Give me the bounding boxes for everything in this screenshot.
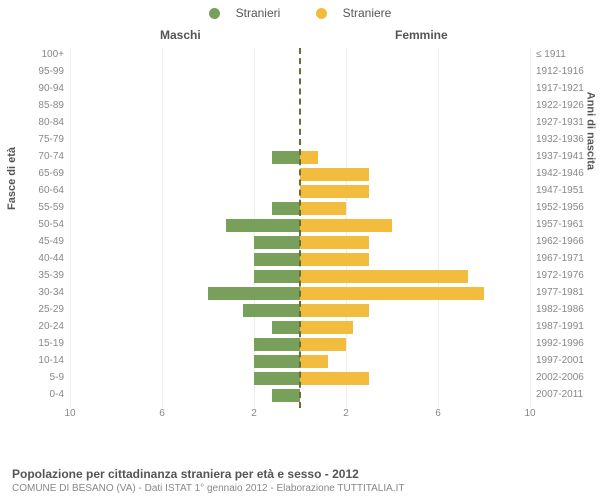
- age-label: 65-69: [4, 168, 64, 179]
- bar-male: [208, 287, 300, 300]
- bar-male: [254, 338, 300, 351]
- age-label: 50-54: [4, 219, 64, 230]
- bar-female: [300, 185, 369, 198]
- x-tick: 6: [159, 408, 165, 419]
- x-tick: 2: [343, 408, 349, 419]
- x-axis: 10622610: [70, 408, 530, 428]
- bar-male: [254, 355, 300, 368]
- age-label: 100+: [4, 49, 64, 60]
- age-label: 55-59: [4, 202, 64, 213]
- plot-area: 10622610 100+≤ 191195-991912-191690-9419…: [70, 48, 530, 428]
- age-label: 10-14: [4, 355, 64, 366]
- header-female: Femmine: [395, 28, 448, 42]
- age-label: 20-24: [4, 321, 64, 332]
- birth-year-label: 1912-1916: [536, 66, 600, 77]
- bar-female: [300, 202, 346, 215]
- center-line: [299, 48, 301, 408]
- x-tick: 6: [435, 408, 441, 419]
- bar-male: [272, 151, 300, 164]
- bar-female: [300, 219, 392, 232]
- age-label: 95-99: [4, 66, 64, 77]
- legend-male-swatch: [209, 8, 220, 19]
- birth-year-label: 1972-1976: [536, 270, 600, 281]
- bar-male: [272, 202, 300, 215]
- age-label: 85-89: [4, 100, 64, 111]
- birth-year-label: 1992-1996: [536, 338, 600, 349]
- birth-year-label: 1937-1941: [536, 151, 600, 162]
- chart-container: Stranieri Straniere Maschi Femmine Fasce…: [0, 0, 600, 500]
- birth-year-label: 1977-1981: [536, 287, 600, 298]
- footer-title: Popolazione per cittadinanza straniera p…: [12, 467, 404, 481]
- footer-subtitle: COMUNE DI BESANO (VA) - Dati ISTAT 1° ge…: [12, 483, 404, 494]
- legend-male-label: Stranieri: [236, 6, 281, 20]
- age-label: 15-19: [4, 338, 64, 349]
- legend-female: Straniere: [308, 6, 400, 20]
- age-label: 5-9: [4, 372, 64, 383]
- age-label: 0-4: [4, 389, 64, 400]
- birth-year-label: 1987-1991: [536, 321, 600, 332]
- birth-year-label: 1967-1971: [536, 253, 600, 264]
- age-label: 80-84: [4, 117, 64, 128]
- bar-female: [300, 304, 369, 317]
- chart-footer: Popolazione per cittadinanza straniera p…: [12, 467, 404, 494]
- bar-female: [300, 321, 353, 334]
- birth-year-label: 1932-1936: [536, 134, 600, 145]
- birth-year-label: 1942-1946: [536, 168, 600, 179]
- age-label: 60-64: [4, 185, 64, 196]
- birth-year-label: 1957-1961: [536, 219, 600, 230]
- bar-male: [226, 219, 300, 232]
- age-label: 70-74: [4, 151, 64, 162]
- legend-female-swatch: [316, 8, 327, 19]
- bar-male: [254, 270, 300, 283]
- bar-female: [300, 236, 369, 249]
- age-label: 30-34: [4, 287, 64, 298]
- age-label: 75-79: [4, 134, 64, 145]
- age-label: 35-39: [4, 270, 64, 281]
- age-label: 40-44: [4, 253, 64, 264]
- bar-female: [300, 287, 484, 300]
- bar-male: [254, 236, 300, 249]
- x-tick: 2: [251, 408, 257, 419]
- bar-female: [300, 270, 468, 283]
- birth-year-label: 2007-2011: [536, 389, 600, 400]
- birth-year-label: 1947-1951: [536, 185, 600, 196]
- bar-female: [300, 168, 369, 181]
- birth-year-label: 1922-1926: [536, 100, 600, 111]
- bar-male: [243, 304, 301, 317]
- birth-year-label: 1962-1966: [536, 236, 600, 247]
- bar-female: [300, 355, 328, 368]
- birth-year-label: 1982-1986: [536, 304, 600, 315]
- bar-female: [300, 372, 369, 385]
- bar-male: [254, 253, 300, 266]
- legend-male: Stranieri: [201, 6, 289, 20]
- bar-male: [254, 372, 300, 385]
- birth-year-label: 1917-1921: [536, 83, 600, 94]
- birth-year-label: 2002-2006: [536, 372, 600, 383]
- age-label: 25-29: [4, 304, 64, 315]
- legend: Stranieri Straniere: [0, 0, 600, 22]
- bar-female: [300, 151, 318, 164]
- bar-male: [272, 389, 300, 402]
- birth-year-label: 1927-1931: [536, 117, 600, 128]
- bar-female: [300, 338, 346, 351]
- bar-male: [272, 321, 300, 334]
- birth-year-label: 1997-2001: [536, 355, 600, 366]
- x-tick: 10: [64, 408, 75, 419]
- legend-female-label: Straniere: [343, 6, 392, 20]
- age-label: 90-94: [4, 83, 64, 94]
- bar-female: [300, 253, 369, 266]
- birth-year-label: 1952-1956: [536, 202, 600, 213]
- birth-year-label: ≤ 1911: [536, 49, 600, 60]
- header-male: Maschi: [160, 28, 201, 42]
- x-tick: 10: [524, 408, 535, 419]
- age-label: 45-49: [4, 236, 64, 247]
